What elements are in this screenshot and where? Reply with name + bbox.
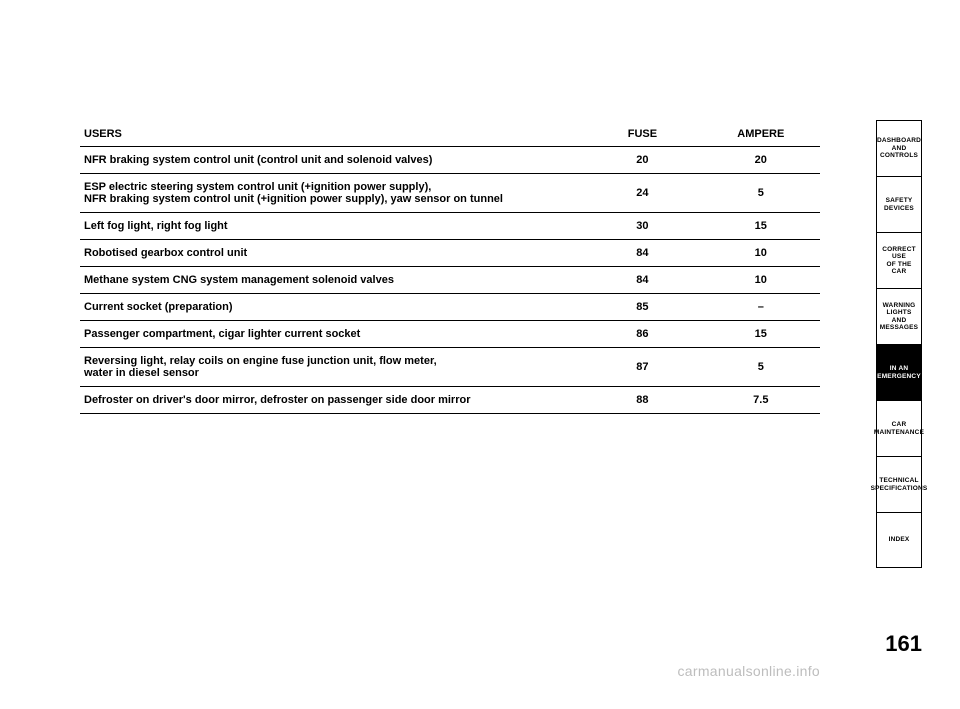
tab-emergency[interactable]: IN ANEMERGENCY [876, 344, 922, 400]
table-row: Current socket (preparation) 85 – [80, 294, 820, 321]
table-header-row: USERS FUSE AMPERE [80, 120, 820, 147]
cell-fuse: 87 [583, 348, 701, 387]
page-number: 161 [885, 631, 922, 657]
table-row: Methane system CNG system management sol… [80, 267, 820, 294]
cell-amp: 10 [702, 240, 820, 267]
col-header-users: USERS [80, 120, 583, 147]
watermark: carmanualsonline.info [678, 663, 821, 679]
cell-users: Methane system CNG system management sol… [80, 267, 583, 294]
cell-users: Current socket (preparation) [80, 294, 583, 321]
cell-users: Passenger compartment, cigar lighter cur… [80, 321, 583, 348]
cell-users: Defroster on driver's door mirror, defro… [80, 387, 583, 414]
table-row: Left fog light, right fog light 30 15 [80, 213, 820, 240]
cell-amp: 7.5 [702, 387, 820, 414]
cell-fuse: 30 [583, 213, 701, 240]
cell-amp: 10 [702, 267, 820, 294]
cell-users: ESP electric steering system control uni… [80, 174, 583, 213]
table-row: Defroster on driver's door mirror, defro… [80, 387, 820, 414]
cell-fuse: 20 [583, 147, 701, 174]
cell-amp: 15 [702, 321, 820, 348]
table-row: Passenger compartment, cigar lighter cur… [80, 321, 820, 348]
cell-amp: 5 [702, 348, 820, 387]
col-header-ampere: AMPERE [702, 120, 820, 147]
tab-dashboard[interactable]: DASHBOARDAND CONTROLS [876, 120, 922, 176]
tab-warning-lights[interactable]: WARNINGLIGHTS ANDMESSAGES [876, 288, 922, 344]
table-row: Reversing light, relay coils on engine f… [80, 348, 820, 387]
tab-safety[interactable]: SAFETYDEVICES [876, 176, 922, 232]
table-body: NFR braking system control unit (control… [80, 147, 820, 414]
cell-fuse: 84 [583, 267, 701, 294]
tab-maintenance[interactable]: CARMAINTENANCE [876, 400, 922, 456]
fuse-table-region: USERS FUSE AMPERE NFR braking system con… [80, 120, 820, 414]
cell-amp: – [702, 294, 820, 321]
cell-fuse: 86 [583, 321, 701, 348]
cell-fuse: 84 [583, 240, 701, 267]
table-row: NFR braking system control unit (control… [80, 147, 820, 174]
cell-amp: 15 [702, 213, 820, 240]
cell-amp: 20 [702, 147, 820, 174]
col-header-fuse: FUSE [583, 120, 701, 147]
cell-users: Robotised gearbox control unit [80, 240, 583, 267]
fuse-table: USERS FUSE AMPERE NFR braking system con… [80, 120, 820, 414]
cell-users: NFR braking system control unit (control… [80, 147, 583, 174]
cell-fuse: 24 [583, 174, 701, 213]
cell-fuse: 85 [583, 294, 701, 321]
cell-fuse: 88 [583, 387, 701, 414]
table-row: Robotised gearbox control unit 84 10 [80, 240, 820, 267]
cell-amp: 5 [702, 174, 820, 213]
table-row: ESP electric steering system control uni… [80, 174, 820, 213]
tab-index[interactable]: INDEX [876, 512, 922, 568]
tab-tech-specs[interactable]: TECHNICALSPECIFICATIONS [876, 456, 922, 512]
side-tabs: DASHBOARDAND CONTROLS SAFETYDEVICES CORR… [876, 120, 922, 568]
cell-users: Left fog light, right fog light [80, 213, 583, 240]
tab-correct-use[interactable]: CORRECT USEOF THE CAR [876, 232, 922, 288]
cell-users: Reversing light, relay coils on engine f… [80, 348, 583, 387]
